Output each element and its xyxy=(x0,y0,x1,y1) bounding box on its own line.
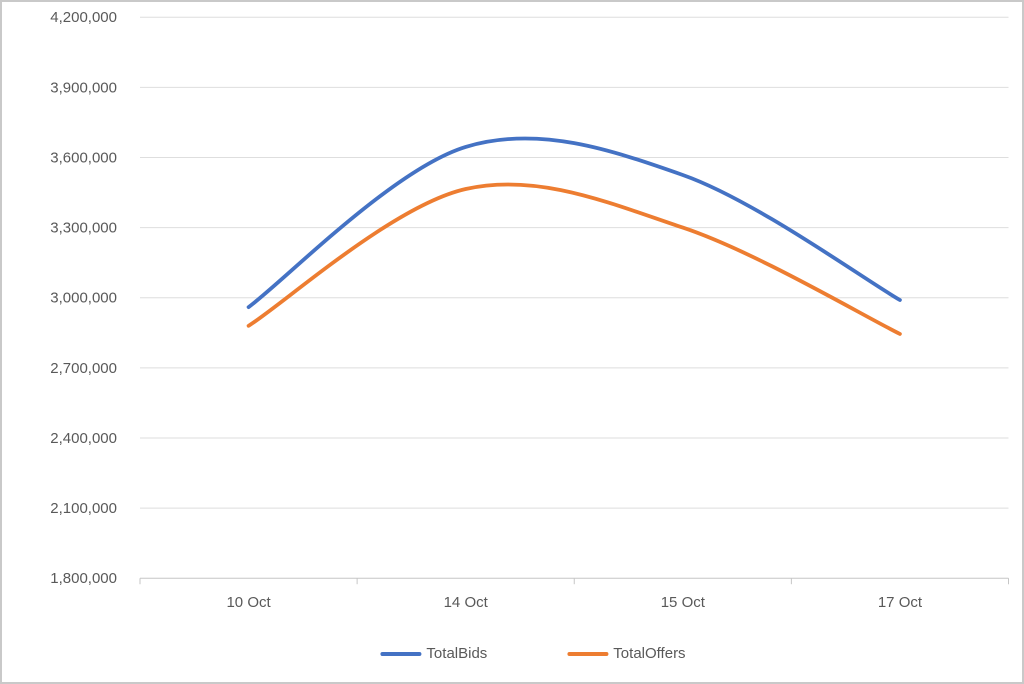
legend-label-totaloffers: TotalOffers xyxy=(613,645,686,662)
y-axis-tick-label: 4,200,000 xyxy=(50,9,117,26)
y-axis-tick-label: 3,000,000 xyxy=(50,290,117,307)
legend-line-swatch-totalbids xyxy=(380,651,422,656)
y-axis-tick-label: 3,900,000 xyxy=(50,79,117,96)
y-axis-tick-label: 3,300,000 xyxy=(50,220,117,237)
chart-legend: TotalBids TotalOffers xyxy=(380,645,686,662)
legend-item-totalbids: TotalBids xyxy=(380,646,487,661)
y-axis-tick-label: 2,400,000 xyxy=(50,430,117,447)
x-axis-tick-label: 10 Oct xyxy=(226,594,271,611)
y-axis-tick-label: 2,700,000 xyxy=(50,360,117,377)
y-axis-tick-label: 1,800,000 xyxy=(50,570,117,587)
x-axis-tick-label: 15 Oct xyxy=(661,594,706,611)
y-axis-tick-label: 2,100,000 xyxy=(50,500,117,517)
legend-line-swatch-totaloffers xyxy=(567,651,609,656)
legend-item-totaloffers: TotalOffers xyxy=(567,645,686,662)
series-line-totaloffers xyxy=(246,182,902,336)
series-line-totalbids xyxy=(246,136,902,309)
y-axis-tick-label: 3,600,000 xyxy=(50,149,117,166)
legend-label-totalbids: TotalBids xyxy=(426,645,488,662)
x-axis-tick-label: 14 Oct xyxy=(444,594,489,611)
x-axis-tick-label: 17 Oct xyxy=(878,594,923,611)
